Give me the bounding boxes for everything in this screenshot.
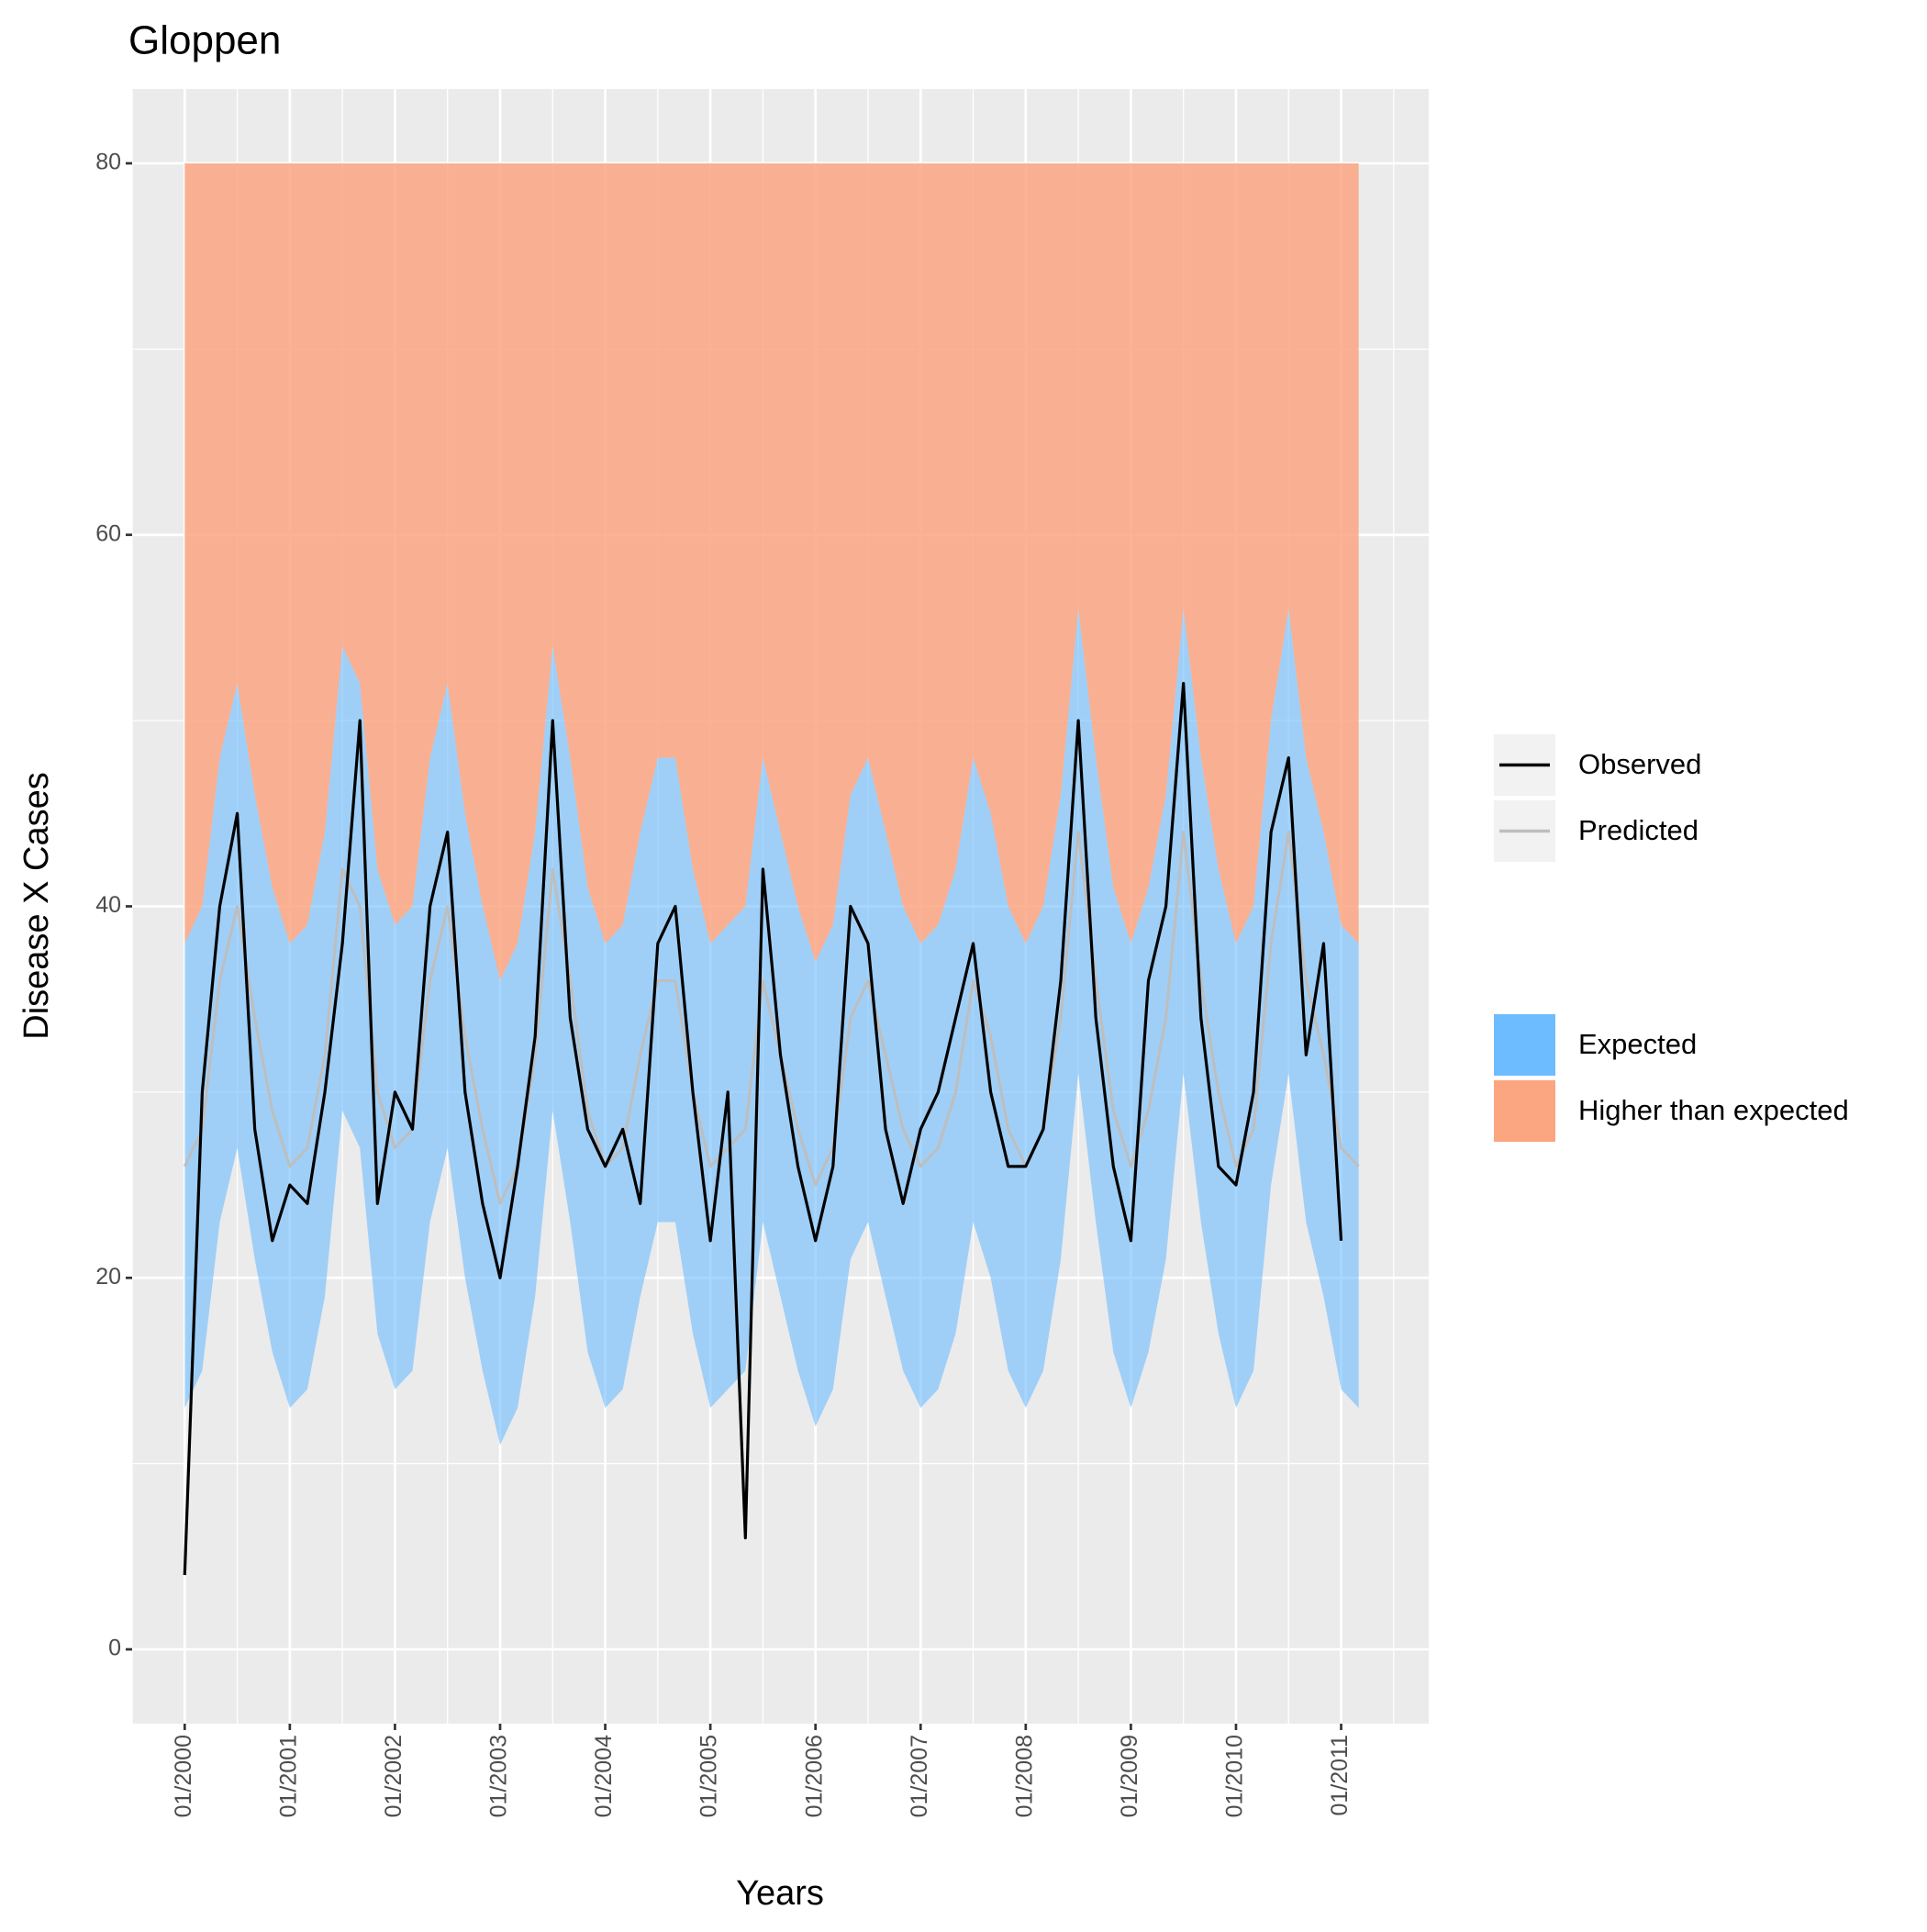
x-tick-label: 01/2003	[486, 1735, 512, 1817]
legend-label: Expected	[1578, 1028, 1697, 1060]
x-tick-label: 01/2004	[591, 1735, 617, 1817]
x-tick-label: 01/2001	[275, 1735, 301, 1817]
x-tick-label: 01/2008	[1011, 1735, 1037, 1817]
y-tick-label: 60	[95, 520, 121, 546]
x-tick-label: 01/2006	[801, 1735, 827, 1817]
x-tick-label: 01/2000	[171, 1735, 196, 1817]
plot-area	[131, 89, 1429, 1724]
x-tick-label: 01/2005	[696, 1735, 722, 1817]
band-higher	[184, 162, 1359, 981]
x-tick-label: 01/2011	[1327, 1735, 1353, 1816]
x-tick-label: 01/2009	[1117, 1735, 1142, 1817]
legend-label: Observed	[1578, 748, 1701, 780]
legend: Observed Predicted Expected Higher than exp…	[1494, 734, 1849, 1142]
y-axis-label: Disease X Cases	[17, 772, 56, 1039]
legend-label: Higher than expected	[1578, 1094, 1849, 1126]
y-tick-label: 80	[95, 150, 121, 175]
line-1	[183, 831, 1360, 1205]
x-tick-label: 01/2002	[381, 1735, 407, 1817]
band-expected	[184, 609, 1359, 1446]
y-tick-label: 40	[95, 892, 121, 918]
x-tick-label: 01/2010	[1222, 1735, 1248, 1817]
x-tick-label: 01/2007	[907, 1735, 932, 1817]
y-tick-label: 20	[95, 1264, 121, 1290]
legend-label: Predicted	[1578, 814, 1699, 846]
line-0	[183, 682, 1343, 1576]
x-axis-label: Years	[736, 1874, 824, 1913]
chart-title: Gloppen	[128, 18, 281, 63]
legend-swatch	[1494, 1080, 1555, 1142]
legend-swatch	[1494, 1014, 1555, 1076]
y-tick-label: 0	[108, 1636, 121, 1661]
